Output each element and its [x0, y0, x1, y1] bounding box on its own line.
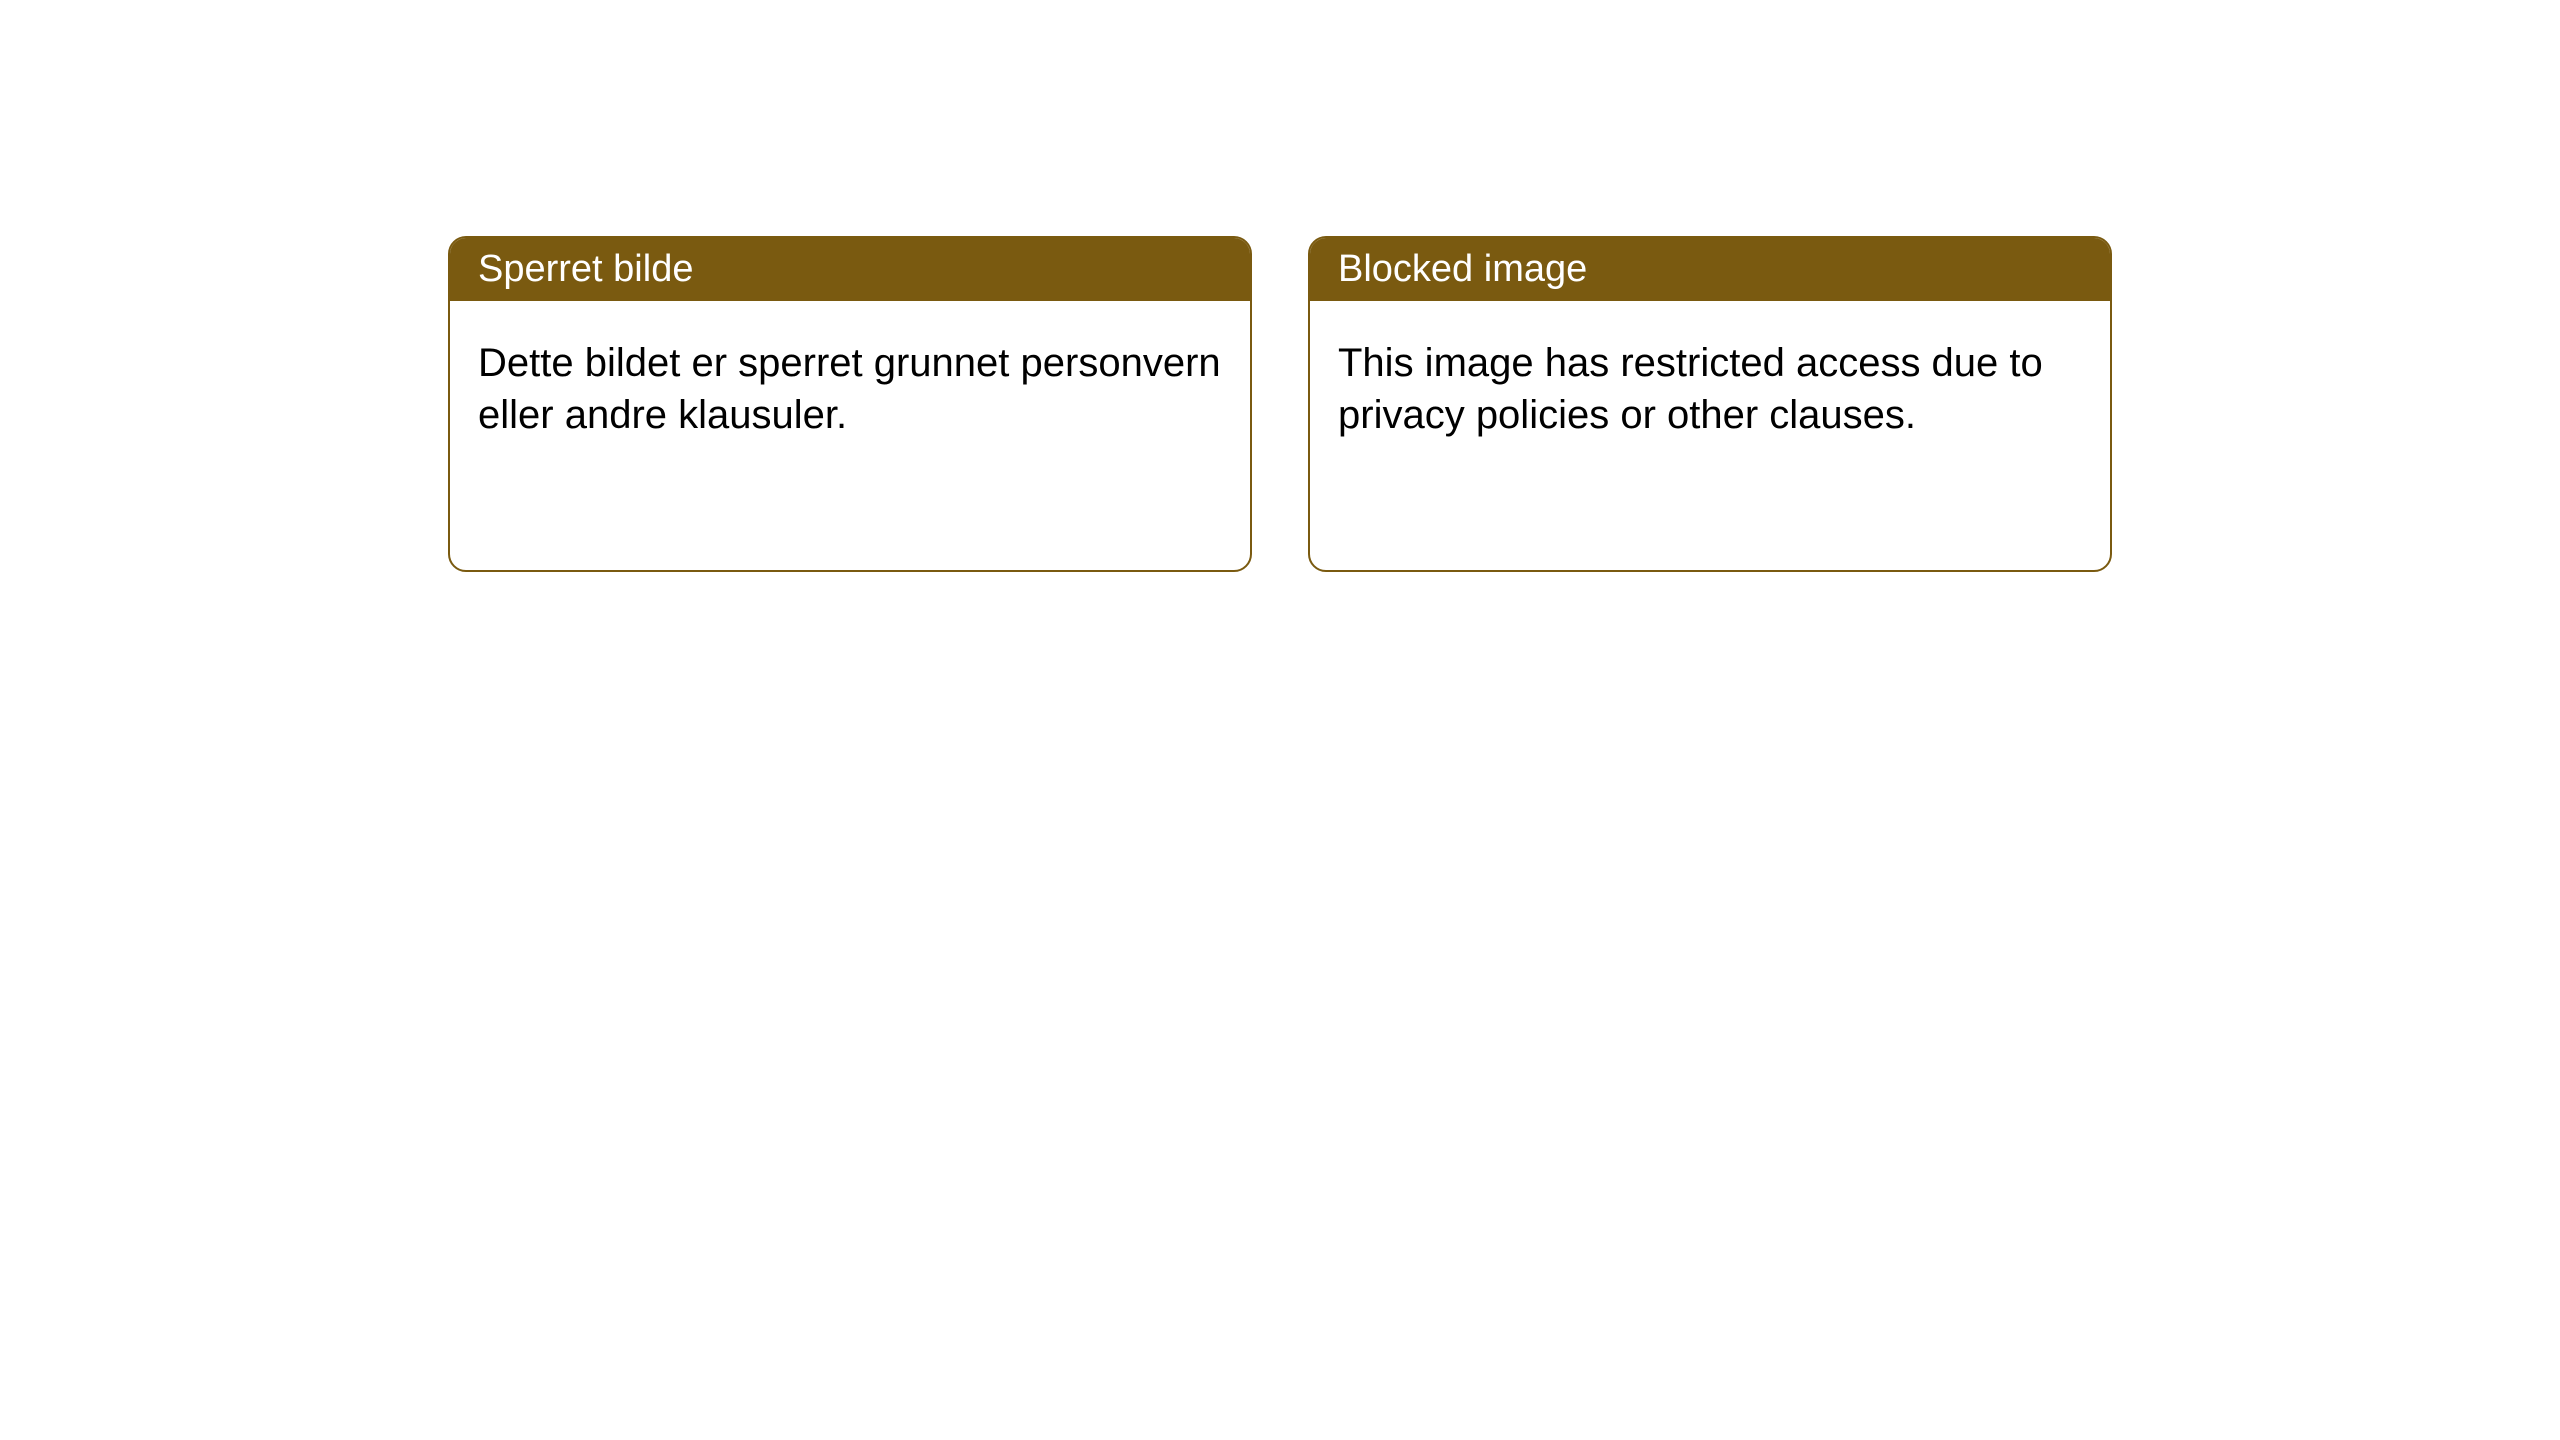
- card-title: Sperret bilde: [478, 248, 693, 290]
- card-header: Sperret bilde: [450, 238, 1250, 301]
- notice-card-norwegian: Sperret bilde Dette bildet er sperret gr…: [448, 236, 1252, 572]
- card-body: Dette bildet er sperret grunnet personve…: [450, 301, 1250, 477]
- card-body-text: Dette bildet er sperret grunnet personve…: [478, 341, 1221, 437]
- notice-container: Sperret bilde Dette bildet er sperret gr…: [0, 0, 2560, 572]
- card-header: Blocked image: [1310, 238, 2110, 301]
- card-title: Blocked image: [1338, 248, 1587, 290]
- card-body-text: This image has restricted access due to …: [1338, 341, 2043, 437]
- card-body: This image has restricted access due to …: [1310, 301, 2110, 477]
- notice-card-english: Blocked image This image has restricted …: [1308, 236, 2112, 572]
